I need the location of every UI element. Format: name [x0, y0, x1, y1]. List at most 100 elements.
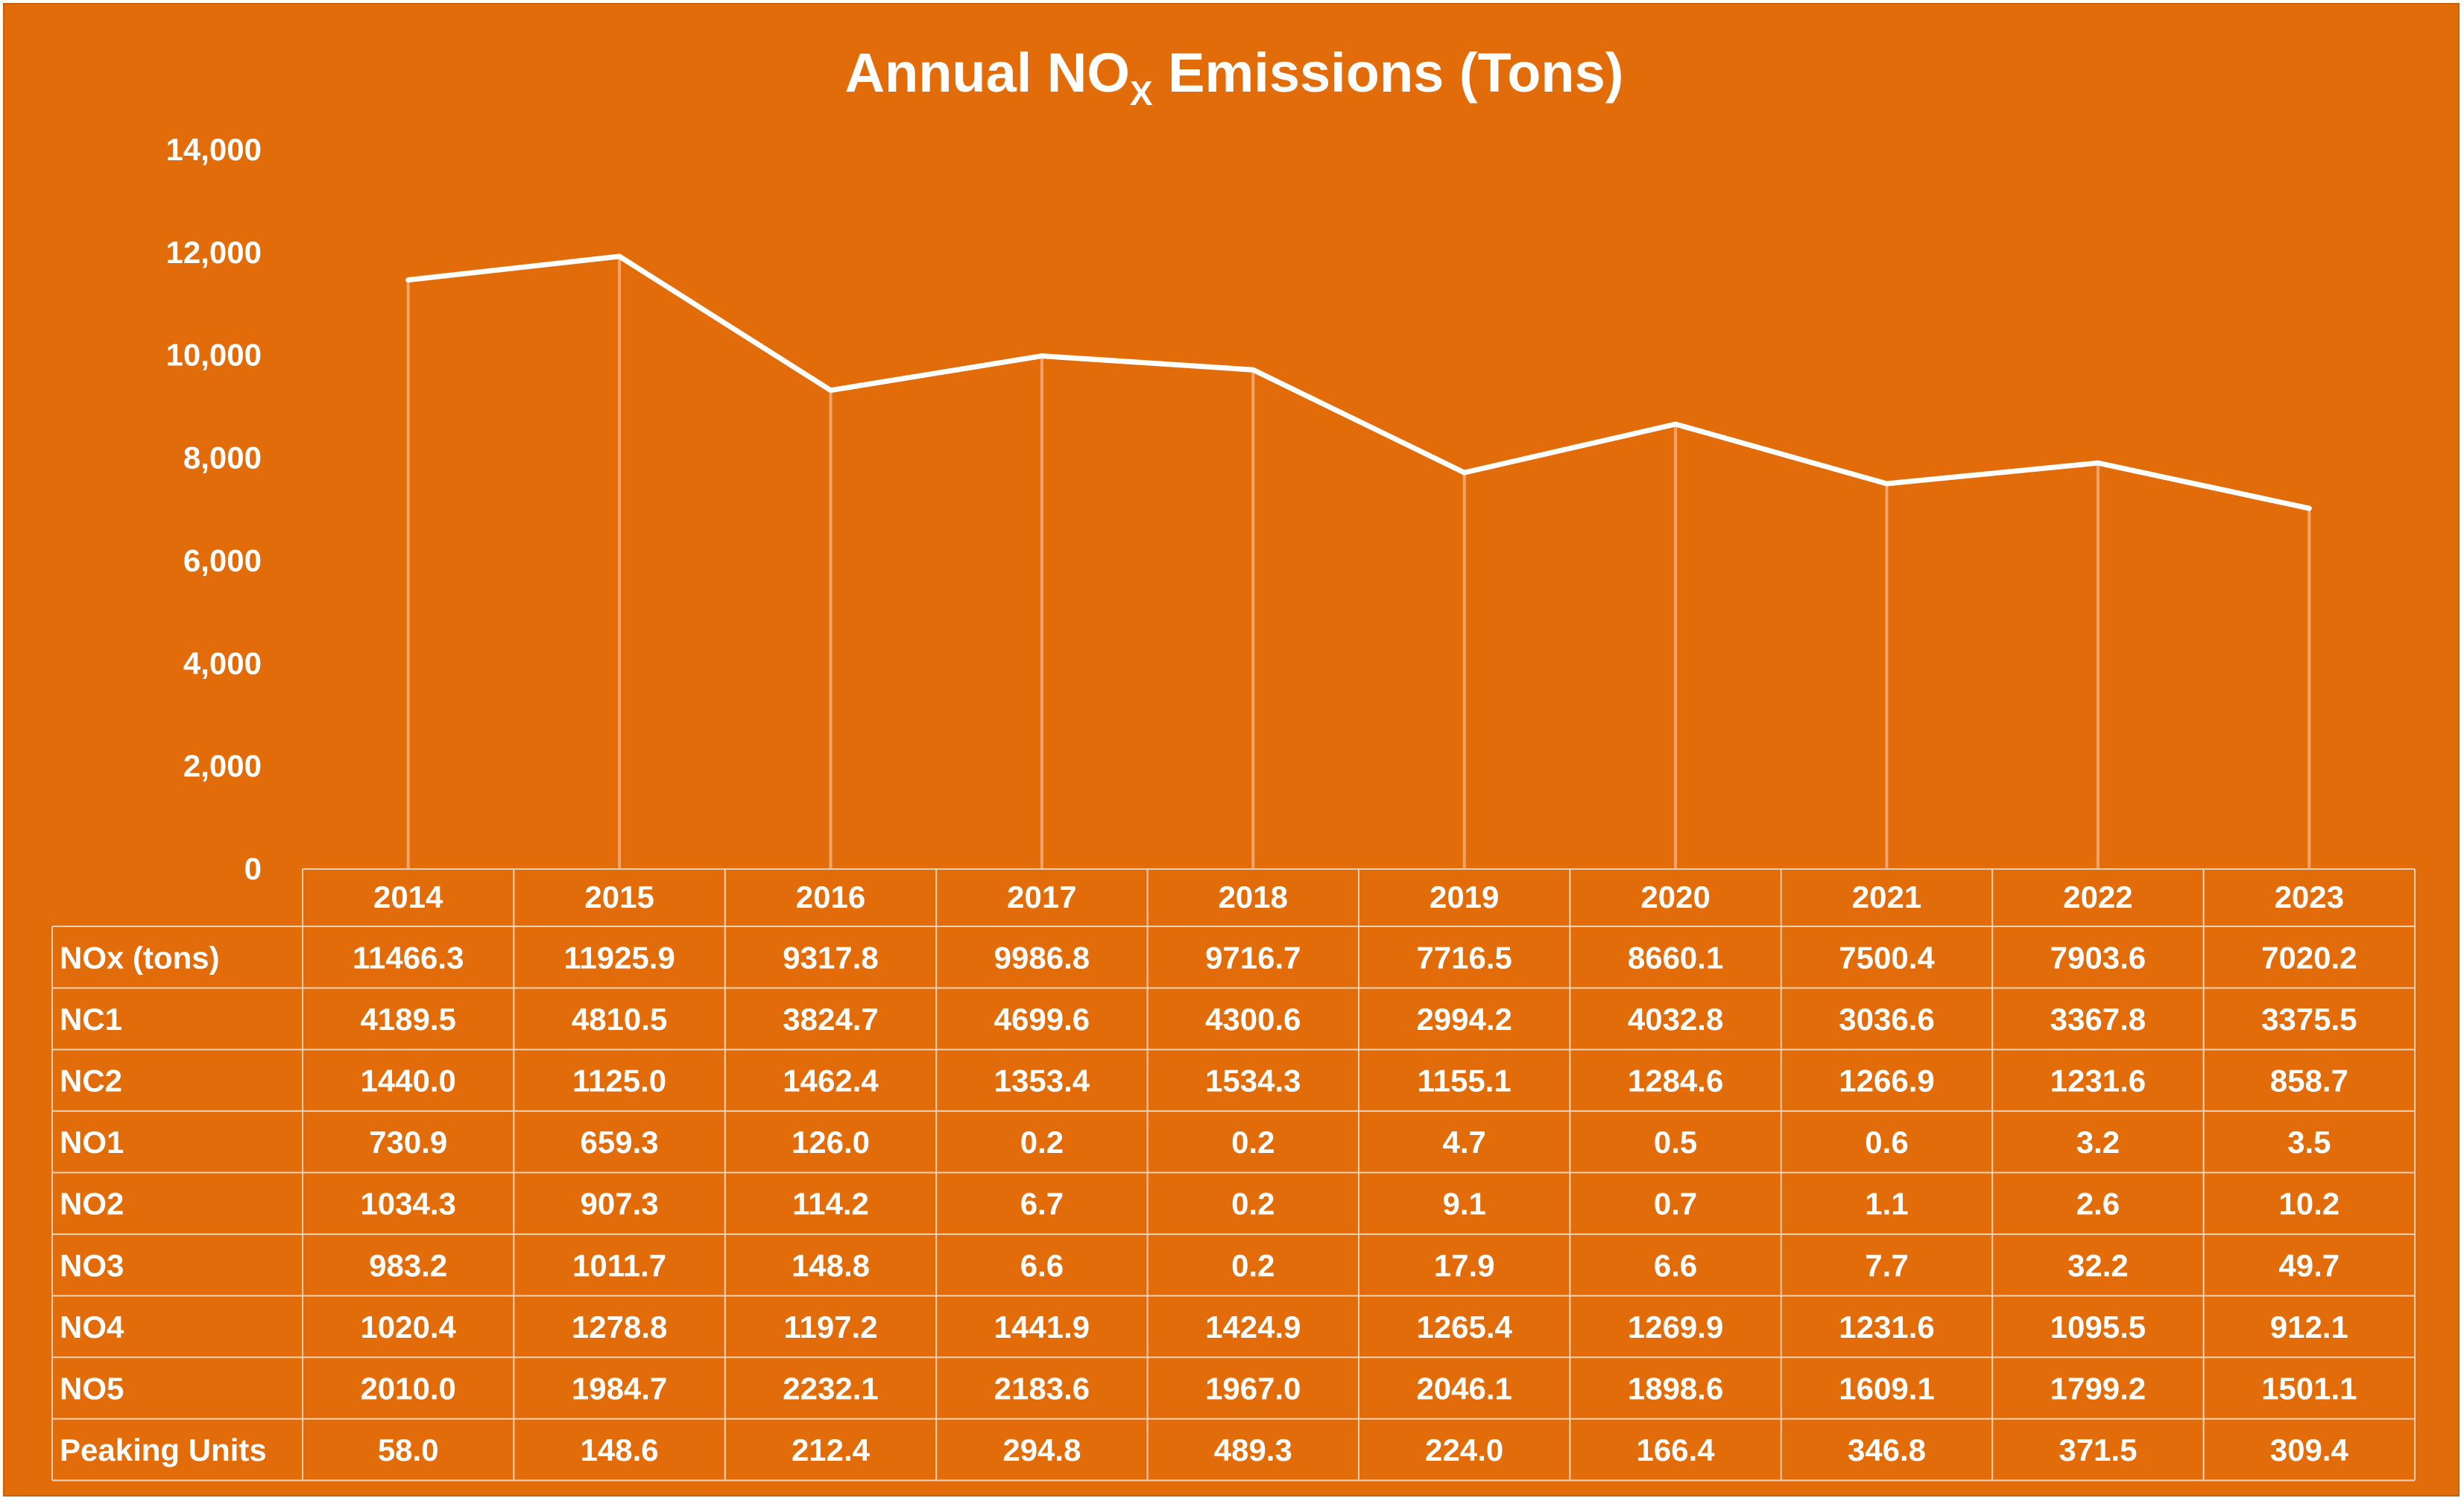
- table-cell-value: 1197.2: [783, 1309, 877, 1344]
- data-point: [2307, 506, 2312, 511]
- table-header-year: 2014: [373, 879, 443, 914]
- table-cell-value: 1.1: [1865, 1186, 1908, 1222]
- table-cell-value: 126.0: [792, 1125, 870, 1160]
- data-point: [1039, 353, 1044, 358]
- table-cell-value: 10.2: [2278, 1186, 2340, 1222]
- table-cell-value: 3036.6: [1839, 1002, 1934, 1037]
- table-cell-value: 4.7: [1443, 1125, 1486, 1160]
- table-cell-value: 912.1: [2270, 1309, 2348, 1344]
- table-cell-value: 148.6: [581, 1432, 659, 1467]
- table-cell-value: 11925.9: [563, 940, 675, 975]
- table-cell-value: 0.7: [1654, 1186, 1697, 1222]
- data-point: [1673, 422, 1678, 427]
- table-cell-value: 1967.0: [1205, 1371, 1301, 1406]
- table-header-year: 2018: [1219, 879, 1288, 914]
- table-cell-value: 1266.9: [1839, 1064, 1934, 1099]
- table-cell-value: 983.2: [369, 1248, 447, 1283]
- table-cell-value: 224.0: [1425, 1432, 1503, 1467]
- table-cell-value: 7.7: [1865, 1248, 1908, 1283]
- line-chart: Annual NOX Emissions (Tons) 0 2,000 4,000 6…: [51, 42, 2416, 1482]
- data-point: [2095, 461, 2100, 466]
- data-point: [828, 388, 833, 393]
- table-cell-value: 212.4: [792, 1432, 871, 1467]
- table-cell-value: 1034.3: [360, 1186, 455, 1222]
- drop-lines: [406, 256, 2311, 869]
- chart-title-main: Annual NO: [845, 42, 1130, 104]
- data-point: [1251, 367, 1256, 373]
- table-cell-value: 8660.1: [1628, 940, 1723, 975]
- table-cell-value: 166.4: [1637, 1432, 1716, 1467]
- table-cell-value: 346.8: [1848, 1432, 1926, 1467]
- table-header-year: 2021: [1852, 879, 1921, 914]
- table-cell-value: 7903.6: [2050, 940, 2146, 975]
- y-tick-label: 2,000: [183, 748, 262, 783]
- table-cell-value: 1155.1: [1418, 1064, 1511, 1099]
- y-axis: 0 2,000 4,000 6,000 8,000 10,000 12,000 14,000: [166, 132, 262, 886]
- table-cell-value: 0.2: [1231, 1186, 1274, 1222]
- table-cell-value: 1231.6: [2050, 1064, 2146, 1099]
- y-tick-label: 0: [244, 851, 262, 886]
- table-cell-value: 1424.9: [1205, 1309, 1301, 1344]
- y-tick-label: 10,000: [166, 338, 262, 373]
- table-cell-value: 4810.5: [572, 1002, 667, 1037]
- y-tick-label: 8,000: [183, 440, 262, 475]
- table-cell-value: 1353.4: [994, 1064, 1090, 1099]
- data-point: [617, 253, 622, 259]
- table-cell-value: 2994.2: [1416, 1002, 1511, 1037]
- table-cell-value: 4300.6: [1205, 1002, 1301, 1037]
- table-cell-value: 1284.6: [1628, 1064, 1723, 1099]
- table-row-label: NO5: [60, 1371, 124, 1406]
- table-cell-value: 0.2: [1231, 1125, 1274, 1160]
- table-cell-value: 3375.5: [2261, 1002, 2357, 1037]
- table-cell-value: 114.2: [792, 1186, 869, 1222]
- data-point: [1462, 470, 1467, 475]
- table-header-year: 2020: [1640, 879, 1710, 914]
- table-cell-value: 1898.6: [1628, 1371, 1723, 1406]
- table-cell-value: 1440.0: [360, 1064, 455, 1099]
- table-row-label: NO3: [60, 1248, 124, 1283]
- table-cell-value: 1534.3: [1205, 1064, 1301, 1099]
- data-point: [1884, 481, 1889, 487]
- table-cell-value: 6.6: [1654, 1248, 1697, 1283]
- table-cell-value: 907.3: [581, 1186, 659, 1222]
- table-cell-value: 3.5: [2287, 1125, 2331, 1160]
- table-cell-value: 294.8: [1002, 1432, 1081, 1467]
- chart-frame: Annual NOX Emissions (Tons) 0 2,000 4,000 6…: [3, 3, 2460, 1497]
- table-cell-value: 1984.7: [572, 1371, 667, 1406]
- table-row-label: NO2: [60, 1186, 124, 1222]
- table-header-year: 2019: [1430, 879, 1499, 914]
- table-cell-value: 2046.1: [1416, 1371, 1511, 1406]
- series-line: [405, 253, 2312, 511]
- table-cell-value: 1609.1: [1839, 1371, 1934, 1406]
- table-row-label: NO4: [60, 1309, 124, 1344]
- table-cell-value: 9.1: [1443, 1186, 1486, 1222]
- table-cell-value: 49.7: [2278, 1248, 2340, 1283]
- y-tick-label: 4,000: [183, 645, 262, 680]
- table-row-label: NOx (tons): [60, 940, 220, 975]
- table-cell-value: 3367.8: [2050, 1002, 2146, 1037]
- table-cell-value: 7500.4: [1839, 940, 1935, 975]
- table-cell-value: 0.5: [1654, 1125, 1697, 1160]
- table-row-label: NC1: [60, 1002, 122, 1037]
- table-cell-value: 1269.9: [1628, 1309, 1723, 1344]
- table-cell-value: 9986.8: [994, 940, 1090, 975]
- table-cell-value: 58.0: [378, 1432, 439, 1467]
- data-point: [405, 277, 411, 282]
- table-cell-value: 6.6: [1020, 1248, 1064, 1283]
- table-cell-value: 659.3: [581, 1125, 659, 1160]
- table-cell-value: 7020.2: [2261, 940, 2357, 975]
- table-cell-value: 1011.7: [572, 1248, 666, 1283]
- table-cell-value: 1278.8: [572, 1309, 667, 1344]
- table-cell-value: 148.8: [792, 1248, 870, 1283]
- table-cell-value: 3824.7: [783, 1002, 878, 1037]
- table-header-year: 2016: [796, 879, 865, 914]
- chart-title-suffix: Emissions (Tons): [1153, 42, 1624, 104]
- table-cell-value: 1441.9: [994, 1309, 1090, 1344]
- table-cell-value: 6.7: [1020, 1186, 1064, 1222]
- table-cell-value: 9716.7: [1205, 940, 1301, 975]
- table-cell-value: 0.2: [1231, 1248, 1274, 1283]
- table-header-year: 2015: [584, 879, 654, 914]
- table-cell-value: 1265.4: [1416, 1309, 1512, 1344]
- table-cell-value: 4189.5: [360, 1002, 455, 1037]
- table-cell-value: 4032.8: [1628, 1002, 1723, 1037]
